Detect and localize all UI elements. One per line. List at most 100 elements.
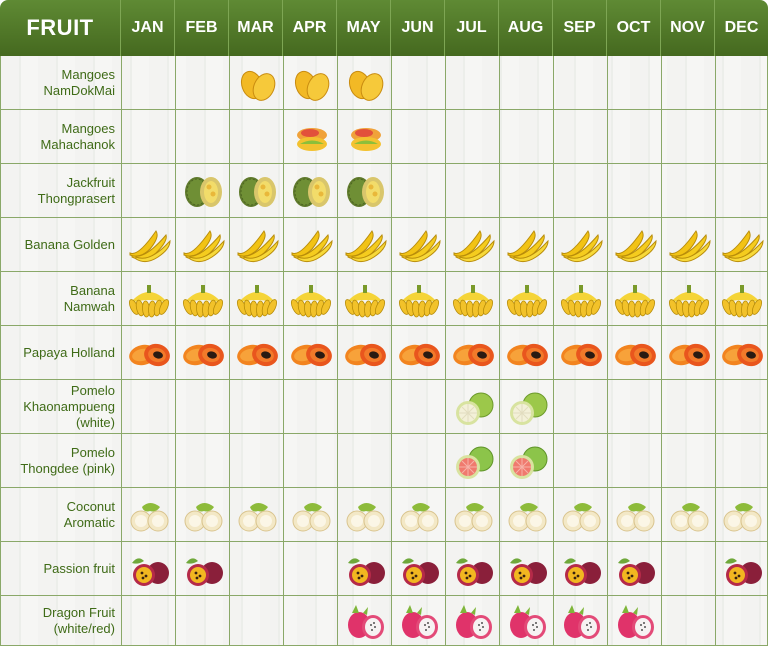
papaya-icon (719, 333, 765, 373)
jackfruit-icon (180, 171, 226, 211)
passion-fruit-icon (719, 549, 765, 589)
month-header-oct: OCT (606, 0, 660, 56)
table-row: Banana Golden (1, 218, 767, 272)
month-cell-oct (607, 272, 661, 325)
month-cell-dec (715, 110, 767, 163)
month-cell-mar (229, 56, 283, 109)
month-cell-sep (553, 272, 607, 325)
fruit-name-line: (white/red) (53, 621, 115, 636)
fruit-name-line: Papaya Holland (23, 344, 115, 360)
mango-yellow-icon (288, 63, 334, 103)
banana-icon (612, 225, 658, 265)
mango-red-icon (342, 117, 388, 157)
month-cell-nov (661, 164, 715, 217)
banana-bunch-icon (288, 279, 334, 319)
papaya-icon (666, 333, 712, 373)
month-cell-jun (391, 596, 445, 646)
papaya-icon (288, 333, 334, 373)
month-cell-dec (715, 596, 767, 646)
month-header-jan: JAN (120, 0, 174, 56)
papaya-icon (342, 333, 388, 373)
passion-fruit-icon (558, 549, 604, 589)
banana-icon (180, 225, 226, 265)
month-cell-aug (499, 218, 553, 271)
month-cell-feb (175, 542, 229, 595)
month-cell-feb (175, 380, 229, 433)
month-cell-jan (121, 164, 175, 217)
coconut-icon (126, 495, 172, 535)
banana-bunch-icon (342, 279, 388, 319)
month-cell-oct (607, 56, 661, 109)
month-cell-jan (121, 380, 175, 433)
fruit-name-line: Pomelo (70, 382, 115, 398)
month-cell-jul (445, 56, 499, 109)
jackfruit-icon (342, 171, 388, 211)
fruit-name-line: Mangoes (61, 120, 115, 136)
banana-bunch-icon (450, 279, 496, 319)
coconut-icon (719, 495, 765, 535)
pomelo-white-icon (450, 387, 496, 427)
month-cell-oct (607, 596, 661, 646)
month-cell-may (337, 488, 391, 541)
table-row: Jackfruit Thongprasert (1, 164, 767, 218)
month-cell-apr (283, 488, 337, 541)
month-cell-jan (121, 56, 175, 109)
dragon-fruit-icon (558, 601, 604, 641)
passion-fruit-icon (126, 549, 172, 589)
month-header-aug: AUG (498, 0, 552, 56)
month-cell-aug (499, 272, 553, 325)
fruit-name-label: Coconut Aromatic (1, 488, 121, 541)
fruit-name-label: Banana Golden (1, 218, 121, 271)
month-cell-mar (229, 542, 283, 595)
month-cell-mar (229, 434, 283, 487)
fruit-name-label: Mangoes Mahachanok (1, 110, 121, 163)
month-cell-aug (499, 110, 553, 163)
month-cell-jun (391, 218, 445, 271)
month-header-apr: APR (282, 0, 336, 56)
dragon-fruit-icon (342, 601, 388, 641)
banana-bunch-icon (234, 279, 280, 319)
month-cell-nov (661, 434, 715, 487)
month-cell-dec (715, 542, 767, 595)
month-cell-mar (229, 272, 283, 325)
coconut-icon (342, 495, 388, 535)
month-cell-aug (499, 380, 553, 433)
fruit-name-line: Mahachanok (40, 136, 115, 152)
table-row: Pomelo Khaonampueng (white) (1, 380, 767, 434)
month-cell-sep (553, 380, 607, 433)
month-cell-may (337, 542, 391, 595)
month-cell-jul (445, 434, 499, 487)
month-cell-jun (391, 272, 445, 325)
papaya-icon (234, 333, 280, 373)
month-cell-jul (445, 272, 499, 325)
fruit-name-label: Jackfruit Thongprasert (1, 164, 121, 217)
month-cell-feb (175, 56, 229, 109)
month-cell-may (337, 434, 391, 487)
month-cell-jun (391, 56, 445, 109)
fruit-name-label: Pomelo Khaonampueng (white) (1, 380, 121, 433)
month-cell-apr (283, 56, 337, 109)
passion-fruit-icon (450, 549, 496, 589)
month-header-sep: SEP (552, 0, 606, 56)
month-cell-apr (283, 326, 337, 379)
month-cell-jan (121, 596, 175, 646)
table-row: Dragon Fruit (white/red) (1, 596, 767, 646)
month-cell-dec (715, 164, 767, 217)
fruit-name-line: (white) (75, 414, 115, 430)
month-cell-may (337, 380, 391, 433)
papaya-icon (126, 333, 172, 373)
fruit-name-line: Aromatic (63, 514, 115, 530)
coconut-icon (612, 495, 658, 535)
coconut-icon (450, 495, 496, 535)
banana-bunch-icon (719, 279, 765, 319)
fruit-name-line: Khaonampueng (23, 398, 115, 414)
month-header-dec: DEC (714, 0, 768, 56)
month-cell-jun (391, 488, 445, 541)
month-cell-jun (391, 110, 445, 163)
month-cell-nov (661, 326, 715, 379)
month-cell-nov (661, 110, 715, 163)
table-row: Mangoes Mahachanok (1, 110, 767, 164)
month-cell-nov (661, 272, 715, 325)
coconut-icon (558, 495, 604, 535)
table-row: Coconut Aromatic (1, 488, 767, 542)
